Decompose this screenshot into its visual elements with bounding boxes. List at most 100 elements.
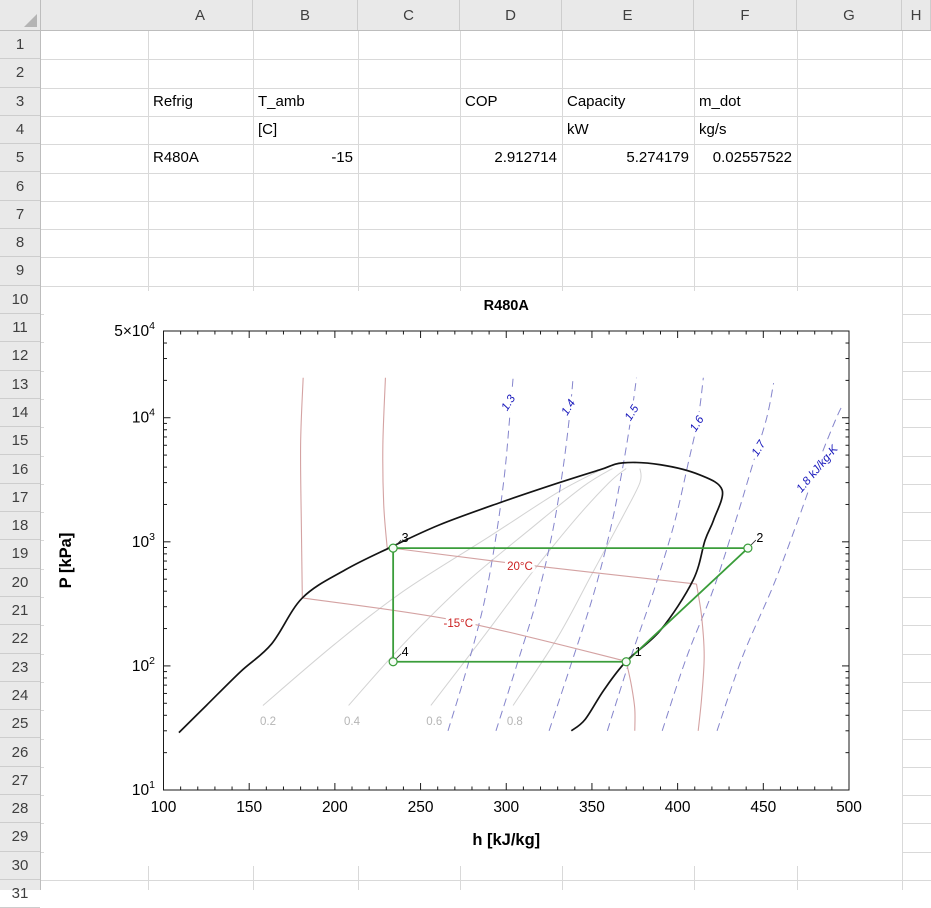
row-header-15[interactable]: 15 (0, 427, 40, 456)
x-tick-label-100: 100 (151, 799, 177, 816)
quality-label-0.4: 0.4 (344, 716, 361, 728)
isentrope-line-1.3 (447, 377, 514, 731)
isentrope-line-1.4 (495, 377, 574, 731)
column-header-E[interactable]: E (562, 0, 694, 30)
row-header-7[interactable]: 7 (0, 201, 40, 230)
row-header-17[interactable]: 17 (0, 484, 40, 513)
row-header-10[interactable]: 10 (0, 286, 40, 314)
cell-B4[interactable]: [C] (258, 120, 278, 138)
saturation-dome (178, 461, 724, 734)
gridline-horizontal (41, 172, 931, 174)
isotherm-line--15°C (625, 661, 636, 731)
cell-D3[interactable]: COP (465, 92, 498, 110)
cell-B5[interactable]: -15 (331, 149, 353, 167)
x-axis-label: h [kJ/kg] (472, 831, 540, 849)
column-header-D[interactable]: D (460, 0, 562, 30)
row-header-29[interactable]: 29 (0, 823, 40, 852)
isotherm-label--15°C: -15°C (443, 618, 473, 630)
point-leader-1 (629, 653, 635, 659)
row-header-8[interactable]: 8 (0, 229, 40, 258)
column-header-A[interactable]: A (148, 0, 253, 30)
row-header-20[interactable]: 20 (0, 569, 40, 597)
row-header-28[interactable]: 28 (0, 795, 40, 824)
column-header-G[interactable]: G (797, 0, 902, 30)
gridline-horizontal (41, 87, 931, 89)
point-leader-3 (396, 539, 402, 546)
isentrope-line-1.8 kJ/kg-K (716, 405, 843, 731)
row-header-9[interactable]: 9 (0, 257, 40, 286)
x-tick-label-250: 250 (408, 799, 434, 816)
isotherm-line-20°C (382, 377, 388, 548)
y-tick-label-5x10^4: 5×104 (114, 320, 155, 340)
x-tick-label-300: 300 (493, 799, 519, 816)
row-header-31[interactable]: 31 (0, 880, 40, 908)
ph-diagram: 0.2 0.4 0.6 0.81.3 1.4 1.51.61.7 1.8 kJ/kg-K20… (44, 291, 902, 866)
gridline-horizontal (41, 200, 931, 202)
quality-label-0.2: 0.2 (260, 716, 276, 728)
row-header-27[interactable]: 27 (0, 767, 40, 796)
x-tick-label-400: 400 (665, 799, 691, 816)
gridline-horizontal (41, 880, 931, 881)
row-header-18[interactable]: 18 (0, 512, 40, 541)
cell-E5[interactable]: 5.274179 (626, 149, 689, 167)
row-header-1[interactable]: 1 (0, 31, 40, 60)
isotherm-line-20°C (695, 583, 705, 731)
quality-line-0.4 (348, 468, 613, 706)
row-header-22[interactable]: 22 (0, 625, 40, 654)
cell-A3[interactable]: Refrig (153, 92, 194, 110)
cell-A5[interactable]: R480A (153, 149, 199, 167)
row-header-4[interactable]: 4 (0, 116, 40, 145)
row-header-12[interactable]: 12 (0, 342, 40, 371)
column-header-C[interactable]: C (358, 0, 460, 30)
chart-title: R480A (484, 298, 530, 314)
chart-r480a[interactable]: 0.2 0.4 0.6 0.8 1.3 1.4 1.5 1.6 1.7 1.8 kJ/kg-K 20… (44, 291, 902, 866)
point-leader-2 (750, 539, 757, 546)
row-header-16[interactable]: 16 (0, 456, 40, 484)
row-header-21[interactable]: 21 (0, 597, 40, 626)
gridline-horizontal (41, 257, 931, 259)
point-marker-4 (388, 657, 398, 667)
gridline-vertical (902, 31, 903, 890)
row-header-24[interactable]: 24 (0, 682, 40, 711)
select-all-corner[interactable] (0, 0, 41, 30)
point-label-4: 4 (402, 645, 409, 659)
row-header-30[interactable]: 30 (0, 852, 40, 880)
row-header-26[interactable]: 26 (0, 739, 40, 767)
cell-E3[interactable]: Capacity (567, 92, 626, 110)
cell-F4[interactable]: kg/s (699, 120, 727, 138)
row-header-14[interactable]: 14 (0, 399, 40, 428)
cell-E4[interactable]: kW (567, 120, 589, 138)
cell-F5[interactable]: 0.02557522 (712, 149, 792, 167)
row-header-5[interactable]: 5 (0, 144, 40, 173)
quality-line-0.8 (512, 468, 642, 706)
row-header-19[interactable]: 19 (0, 540, 40, 569)
gridline-horizontal (41, 115, 931, 117)
y-axis-label: P [kPa] (57, 533, 75, 589)
quality-label-0.8: 0.8 (507, 716, 523, 728)
gridline-horizontal (41, 144, 931, 146)
row-header-column: 1 2 3 4 5 6 7 8 9 10 11 12 13 14 15 16 17 18 19 20 21 22 23 24 2… (0, 31, 41, 908)
row-header-3[interactable]: 3 (0, 88, 40, 116)
isotherm-label-20°C: 20°C (507, 561, 533, 573)
point-label-1: 1 (635, 645, 642, 659)
point-leader-4 (396, 653, 402, 659)
column-header-B[interactable]: B (253, 0, 358, 30)
isotherm-line--15°C (302, 597, 627, 662)
row-header-2[interactable]: 2 (0, 59, 40, 88)
row-header-11[interactable]: 11 (0, 314, 40, 343)
row-header-6[interactable]: 6 (0, 173, 40, 201)
cell-F3[interactable]: m_dot (699, 92, 741, 110)
cell-B3[interactable]: T_amb (258, 92, 305, 110)
isentrope-line-1.6 (606, 377, 704, 731)
cell-D5[interactable]: 2.912714 (494, 149, 557, 167)
chart-background (44, 291, 902, 866)
column-header-H[interactable]: H (902, 0, 931, 30)
quality-line-0.6 (430, 468, 627, 706)
row-header-13[interactable]: 13 (0, 371, 40, 399)
column-header-F[interactable]: F (694, 0, 797, 30)
row-header-25[interactable]: 25 (0, 710, 40, 739)
isotherm-line--15°C (299, 377, 304, 598)
point-marker-1 (621, 657, 631, 667)
row-header-23[interactable]: 23 (0, 654, 40, 682)
x-tick-label-150: 150 (236, 799, 262, 816)
